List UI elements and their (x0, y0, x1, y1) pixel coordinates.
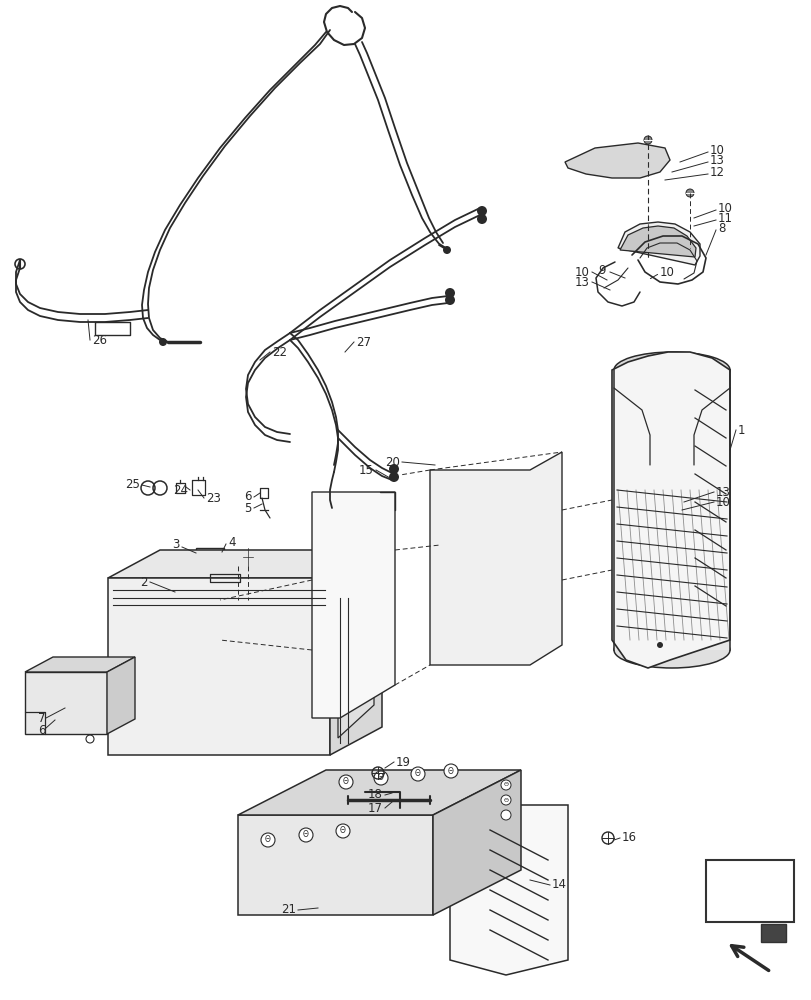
Text: 21: 21 (281, 903, 296, 916)
Ellipse shape (649, 430, 693, 440)
Circle shape (643, 136, 651, 144)
Polygon shape (449, 805, 568, 975)
Text: 10: 10 (709, 144, 724, 157)
Text: 10: 10 (717, 202, 732, 215)
Text: Θ: Θ (264, 835, 271, 844)
Circle shape (444, 764, 457, 778)
Circle shape (298, 828, 312, 842)
Polygon shape (337, 560, 374, 738)
Text: 1: 1 (737, 424, 744, 436)
Polygon shape (311, 492, 394, 718)
Text: 10: 10 (659, 266, 674, 279)
Text: 13: 13 (709, 154, 724, 167)
Text: 27: 27 (355, 336, 371, 349)
Polygon shape (620, 226, 695, 257)
Circle shape (500, 810, 510, 820)
Circle shape (444, 288, 454, 298)
Circle shape (159, 338, 167, 346)
Ellipse shape (649, 460, 693, 470)
Text: 16: 16 (621, 831, 636, 844)
Text: 26: 26 (92, 334, 107, 347)
Polygon shape (25, 672, 107, 734)
Text: Θ: Θ (340, 826, 345, 835)
Text: Θ: Θ (414, 770, 420, 778)
Text: 19: 19 (396, 756, 410, 768)
Text: 17: 17 (367, 801, 383, 814)
Circle shape (476, 206, 487, 216)
Polygon shape (430, 452, 561, 665)
Text: Θ: Θ (303, 830, 308, 839)
Circle shape (335, 505, 345, 515)
Circle shape (667, 498, 676, 506)
Polygon shape (329, 550, 381, 755)
Text: Θ: Θ (448, 766, 453, 776)
Circle shape (685, 189, 693, 197)
Circle shape (327, 505, 337, 515)
Text: 2: 2 (140, 576, 148, 588)
Circle shape (336, 824, 350, 838)
Text: 10: 10 (574, 265, 590, 278)
Text: Θ: Θ (503, 797, 508, 802)
Text: 14: 14 (551, 878, 566, 892)
Circle shape (656, 642, 663, 648)
Polygon shape (108, 550, 381, 578)
Text: 6: 6 (244, 490, 251, 504)
Ellipse shape (642, 404, 702, 416)
Text: 11: 11 (717, 212, 732, 225)
Text: 18: 18 (367, 788, 383, 801)
Circle shape (374, 771, 388, 785)
Text: 9: 9 (597, 263, 605, 276)
Text: 13: 13 (715, 486, 730, 498)
Text: Θ: Θ (503, 782, 508, 788)
Text: 6: 6 (38, 723, 45, 736)
Text: 10: 10 (715, 495, 730, 508)
Circle shape (443, 246, 450, 254)
Text: 24: 24 (173, 484, 188, 496)
Circle shape (500, 795, 510, 805)
Text: 4: 4 (228, 536, 235, 548)
Text: 8: 8 (717, 222, 724, 235)
Polygon shape (108, 578, 329, 755)
Text: 22: 22 (272, 346, 286, 359)
Circle shape (476, 214, 487, 224)
Circle shape (388, 464, 398, 474)
Polygon shape (613, 370, 729, 650)
Text: 15: 15 (358, 464, 374, 477)
Text: 3: 3 (173, 538, 180, 552)
Text: 25: 25 (125, 479, 139, 491)
Polygon shape (617, 222, 699, 265)
Text: 13: 13 (574, 275, 590, 288)
Text: 5: 5 (244, 502, 251, 514)
Text: Θ: Θ (378, 774, 384, 782)
Polygon shape (238, 770, 521, 815)
Circle shape (500, 780, 510, 790)
Polygon shape (195, 548, 224, 566)
Polygon shape (432, 770, 521, 915)
Bar (760, 924, 785, 942)
Text: 20: 20 (384, 456, 400, 468)
Polygon shape (611, 352, 729, 668)
Circle shape (260, 833, 275, 847)
Bar (705, 860, 793, 922)
Circle shape (679, 498, 687, 506)
Ellipse shape (613, 352, 729, 388)
Polygon shape (564, 143, 669, 178)
Polygon shape (107, 657, 135, 734)
Circle shape (388, 472, 398, 482)
Text: 7: 7 (38, 711, 45, 724)
Polygon shape (238, 815, 432, 915)
Ellipse shape (613, 632, 729, 668)
Text: 23: 23 (206, 491, 221, 504)
Circle shape (410, 767, 424, 781)
Text: Θ: Θ (342, 778, 349, 786)
Circle shape (444, 295, 454, 305)
Polygon shape (25, 657, 135, 672)
Circle shape (338, 775, 353, 789)
Text: 12: 12 (709, 166, 724, 179)
